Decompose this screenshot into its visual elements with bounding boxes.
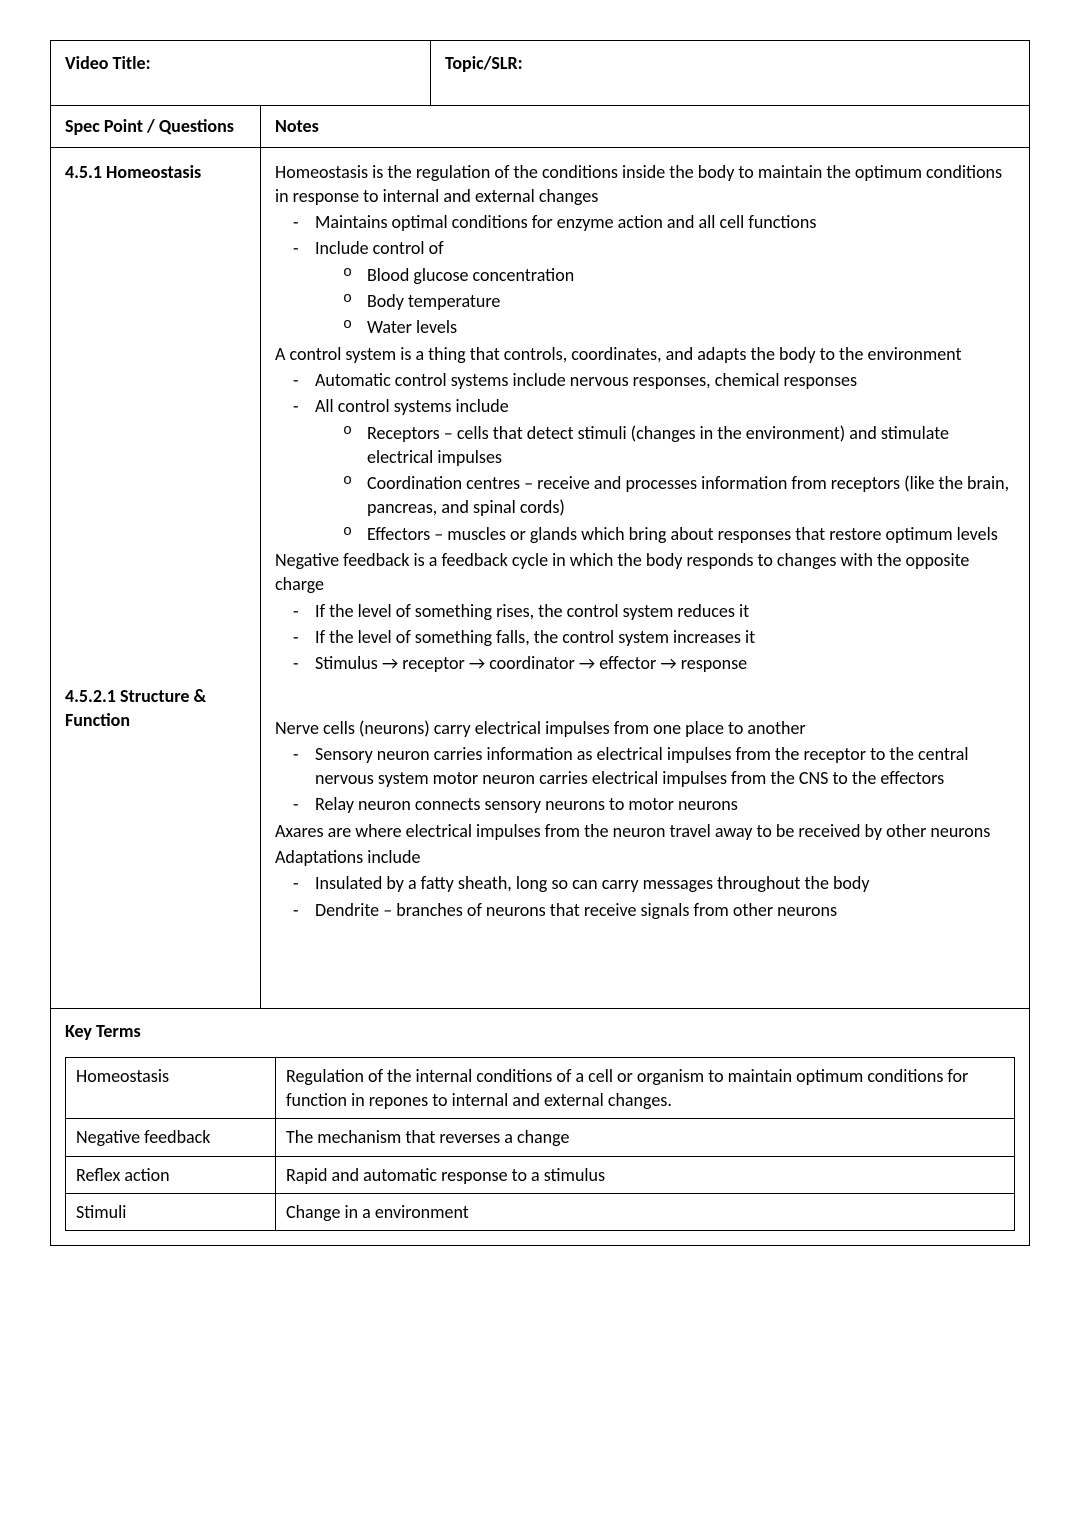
table-row: Reflex action Rapid and automatic respon… [66,1156,1015,1193]
s1-b7: Stimulus → receptor → coordinator → effe… [315,651,1015,675]
s1-b4c: Effectors – muscles or glands which brin… [367,522,1015,546]
kt-term: Homeostasis [66,1057,276,1119]
kt-term: Stimuli [66,1194,276,1231]
spec-header: Spec Point / Questions [51,106,261,146]
s1-b5: If the level of something rises, the con… [315,599,1015,623]
s2-b4: Dendrite – branches of neurons that rece… [315,898,1015,922]
video-title-label: Video Title: [51,41,431,105]
s1-b4: All control systems include Receptors – … [315,394,1015,546]
s1-b2b: Body temperature [367,289,1015,313]
section1-notes: Homeostasis is the regulation of the con… [275,160,1015,676]
keyterms-table: Homeostasis Regulation of the internal c… [65,1057,1015,1231]
subheader-row: Spec Point / Questions Notes [51,106,1029,147]
section1-title: 4.5.1 Homeostasis [65,160,246,184]
table-row: Negative feedback The mechanism that rev… [66,1119,1015,1156]
keyterms-header: Key Terms [51,1008,1029,1057]
s1-p2: A control system is a thing that control… [275,342,1015,366]
header-row: Video Title: Topic/SLR: [51,41,1029,106]
spec-column: 4.5.1 Homeostasis 4.5.2.1 Structure & Fu… [51,148,261,1008]
s1-b4b: Coordination centres – receive and proce… [367,471,1015,520]
s1-b3: Automatic control systems include nervou… [315,368,1015,392]
table-row: Homeostasis Regulation of the internal c… [66,1057,1015,1119]
s1-b2c: Water levels [367,315,1015,339]
kt-term: Negative feedback [66,1119,276,1156]
notes-header: Notes [261,106,1029,146]
s1-b4a: Receptors – cells that detect stimuli (c… [367,421,1015,470]
page-frame: Video Title: Topic/SLR: Spec Point / Que… [50,40,1030,1246]
s1-b2: Include control of Blood glucose concent… [315,236,1015,339]
content-row: 4.5.1 Homeostasis 4.5.2.1 Structure & Fu… [51,148,1029,1008]
s1-b1: Maintains optimal conditions for enzyme … [315,210,1015,234]
s1-b2a: Blood glucose concentration [367,263,1015,287]
s2-p2: Axares are where electrical impulses fro… [275,819,1015,843]
kt-def: Regulation of the internal conditions of… [276,1057,1015,1119]
kt-def: Change in a environment [276,1194,1015,1231]
s2-b1: Sensory neuron carries information as el… [315,742,1015,791]
section2-title: 4.5.2.1 Structure & Function [65,684,246,733]
s2-b3: Insulated by a fatty sheath, long so can… [315,871,1015,895]
kt-def: The mechanism that reverses a change [276,1119,1015,1156]
s2-p3: Adaptations include [275,845,1015,869]
s1-b6: If the level of something falls, the con… [315,625,1015,649]
kt-term: Reflex action [66,1156,276,1193]
topic-label: Topic/SLR: [431,41,1029,105]
s1-p1: Homeostasis is the regulation of the con… [275,160,1015,209]
notes-column: Homeostasis is the regulation of the con… [261,148,1029,1008]
s1-p3: Negative feedback is a feedback cycle in… [275,548,1015,597]
table-row: Stimuli Change in a environment [66,1194,1015,1231]
section2-notes: Nerve cells (neurons) carry electrical i… [275,716,1015,922]
kt-def: Rapid and automatic response to a stimul… [276,1156,1015,1193]
s2-b2: Relay neuron connects sensory neurons to… [315,792,1015,816]
s2-p1: Nerve cells (neurons) carry electrical i… [275,716,1015,740]
